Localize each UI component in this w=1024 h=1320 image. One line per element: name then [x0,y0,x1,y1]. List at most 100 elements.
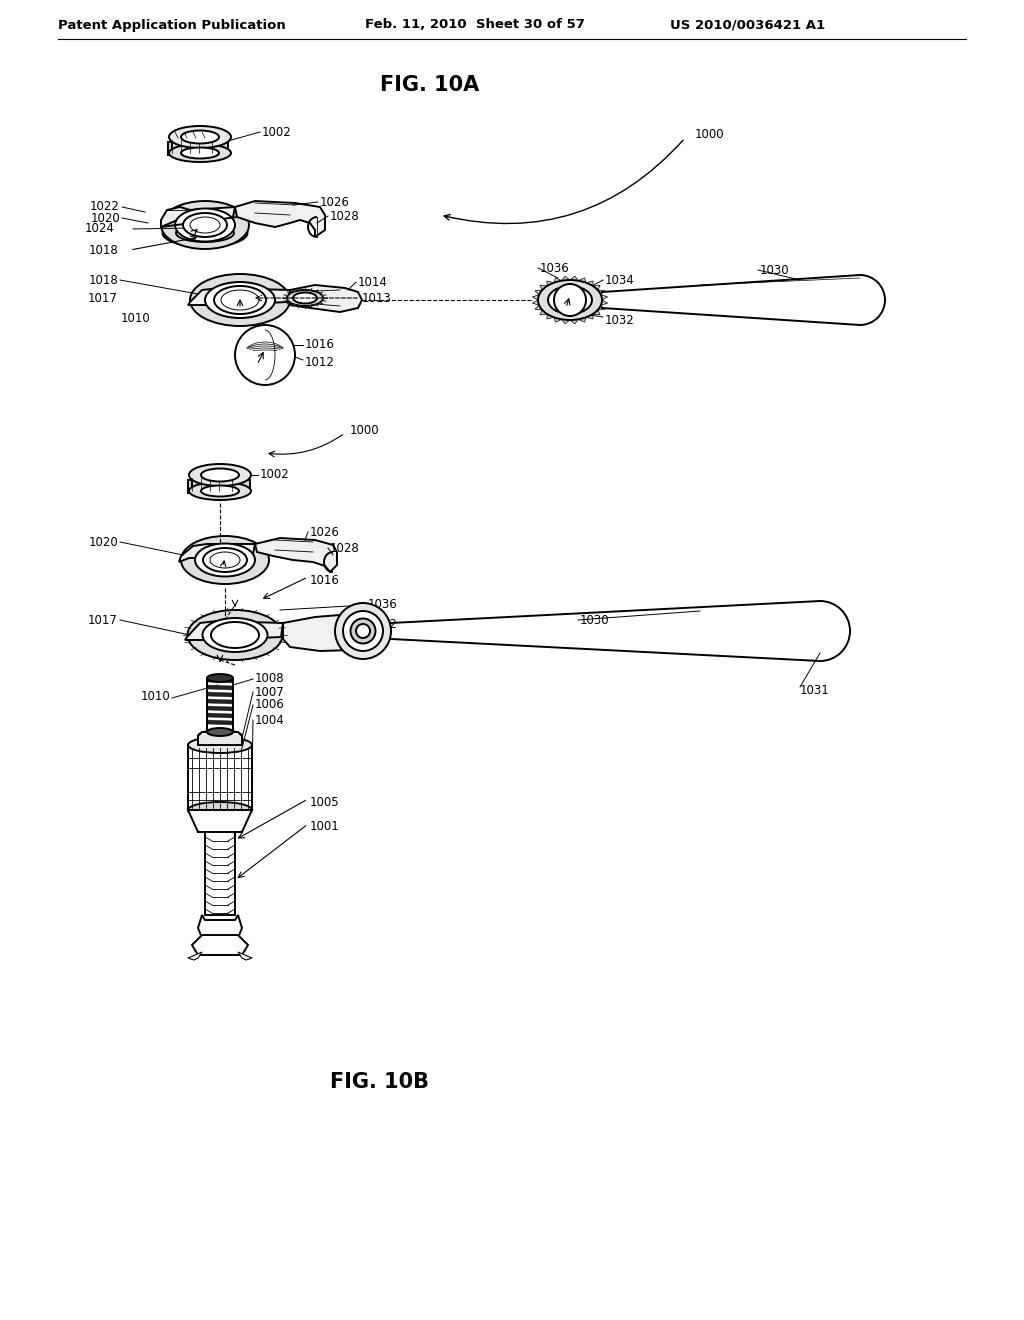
Polygon shape [193,477,210,492]
Ellipse shape [169,125,231,148]
Ellipse shape [350,619,376,644]
Ellipse shape [335,603,391,659]
Polygon shape [532,294,539,300]
Ellipse shape [181,536,269,583]
Text: 1036: 1036 [368,598,397,611]
Polygon shape [172,140,190,154]
Text: 1017: 1017 [88,614,118,627]
Polygon shape [547,281,554,286]
Ellipse shape [343,611,383,651]
Ellipse shape [198,739,242,751]
Polygon shape [207,713,233,718]
Text: Feb. 11, 2010  Sheet 30 of 57: Feb. 11, 2010 Sheet 30 of 57 [365,18,585,32]
Polygon shape [601,300,607,305]
Polygon shape [255,539,337,572]
Text: 1018: 1018 [88,243,118,256]
Polygon shape [188,810,252,832]
Polygon shape [179,544,255,562]
Polygon shape [207,700,233,704]
Polygon shape [586,314,593,319]
Text: 1014: 1014 [358,276,388,289]
Text: 1008: 1008 [255,672,285,685]
Polygon shape [598,290,605,294]
Ellipse shape [163,219,248,247]
Polygon shape [547,314,554,319]
Polygon shape [188,952,202,960]
Polygon shape [601,294,607,300]
Text: 1024: 1024 [85,223,115,235]
Polygon shape [168,143,172,154]
Text: 1007: 1007 [255,685,285,698]
Polygon shape [210,477,232,492]
Ellipse shape [188,803,252,818]
Ellipse shape [548,286,592,314]
Ellipse shape [211,622,259,648]
Text: US 2010/0036421 A1: US 2010/0036421 A1 [670,18,825,32]
Polygon shape [188,480,193,492]
Text: 1010: 1010 [120,312,150,325]
Ellipse shape [181,131,219,144]
Polygon shape [232,479,250,492]
Text: 1026: 1026 [310,525,340,539]
Polygon shape [207,706,233,711]
Text: 1030: 1030 [760,264,790,276]
Polygon shape [593,285,600,290]
Circle shape [234,325,295,385]
Text: 1004: 1004 [255,714,285,726]
Text: FIG. 10B: FIG. 10B [331,1072,429,1092]
Polygon shape [532,300,539,305]
Text: 1026: 1026 [319,195,350,209]
Polygon shape [205,832,234,915]
Polygon shape [535,305,543,310]
Text: 1031: 1031 [800,684,829,697]
Polygon shape [198,733,242,744]
Ellipse shape [176,224,234,242]
Text: 1036: 1036 [540,261,569,275]
Polygon shape [554,317,562,322]
Polygon shape [579,277,586,282]
Text: 1006: 1006 [255,698,285,711]
Ellipse shape [207,729,233,737]
Ellipse shape [287,290,323,306]
Polygon shape [540,310,548,314]
Polygon shape [193,935,248,954]
Text: FIG. 10A: FIG. 10A [380,75,479,95]
Polygon shape [185,620,283,640]
Ellipse shape [201,486,239,496]
Polygon shape [212,140,228,154]
Polygon shape [207,692,233,697]
Ellipse shape [189,465,251,486]
Text: 1000: 1000 [695,128,725,141]
Ellipse shape [161,201,249,249]
Polygon shape [570,276,579,281]
Text: 1028: 1028 [330,210,359,223]
Ellipse shape [203,548,247,572]
Polygon shape [207,719,233,725]
Circle shape [554,284,586,315]
Text: 1020: 1020 [90,211,120,224]
Text: 1032: 1032 [605,314,635,326]
Text: 1005: 1005 [310,796,340,808]
Polygon shape [598,305,605,310]
Text: 1012: 1012 [305,355,335,368]
Ellipse shape [183,213,227,238]
Text: 1016: 1016 [310,573,340,586]
Polygon shape [283,612,383,651]
Ellipse shape [187,610,283,660]
Text: 1002: 1002 [260,469,290,482]
Polygon shape [198,915,242,939]
Text: 1017: 1017 [88,292,118,305]
Text: 1013: 1013 [362,292,392,305]
Ellipse shape [356,624,370,638]
Polygon shape [290,285,362,312]
Ellipse shape [538,280,602,319]
Text: 1034: 1034 [605,273,635,286]
Ellipse shape [207,675,233,682]
Ellipse shape [198,730,242,742]
Ellipse shape [188,737,252,752]
Text: 1018: 1018 [88,273,118,286]
Ellipse shape [181,148,219,158]
Polygon shape [570,319,579,323]
Polygon shape [207,685,233,690]
Polygon shape [207,678,233,682]
